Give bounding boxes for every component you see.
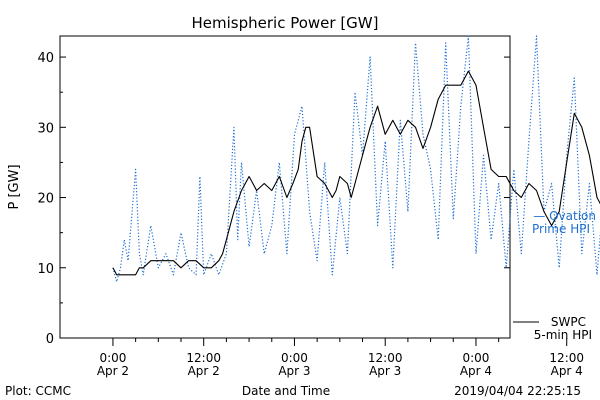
x-tick-time-label: 12:00 bbox=[368, 351, 403, 365]
series-swpc-5min-hpi bbox=[112, 70, 600, 276]
x-tick-date-label: Apr 2 bbox=[97, 364, 129, 378]
series-ovation-prime-hpi bbox=[112, 35, 600, 283]
footer-plot-credit: Plot: CCMC bbox=[5, 384, 71, 398]
x-tick-date-label: Apr 4 bbox=[551, 364, 583, 378]
y-tick-label: 20 bbox=[37, 192, 54, 207]
x-tick-time-label: 0:00 bbox=[99, 351, 126, 365]
chart-title: Hemispheric Power [GW] bbox=[192, 14, 379, 32]
plot-frame bbox=[59, 35, 511, 339]
y-axis: 0 10 20 30 40 bbox=[37, 51, 510, 347]
legend-swpc-line-1: SWPC bbox=[551, 315, 586, 329]
x-axis-label: Date and Time bbox=[242, 384, 330, 398]
y-tick-label: 40 bbox=[37, 51, 54, 66]
x-tick-time-label: 0:00 bbox=[462, 351, 489, 365]
footer-timestamp: 2019/04/04 22:25:15 bbox=[454, 384, 581, 398]
x-tick-date-label: Apr 2 bbox=[188, 364, 220, 378]
x-tick-date-label: Apr 4 bbox=[460, 364, 492, 378]
y-tick-label: 30 bbox=[37, 121, 54, 136]
y-axis-label: P [GW] bbox=[7, 164, 22, 209]
y-tick-label: 0 bbox=[46, 332, 54, 347]
legend-swpc-line-2: 5-min HPI bbox=[534, 328, 592, 342]
x-tick-date-label: Apr 3 bbox=[369, 364, 401, 378]
ovation-prime-line bbox=[112, 35, 600, 283]
x-tick-time-label: 12:00 bbox=[186, 351, 221, 365]
legend-ovation-line-1: — Ovation bbox=[533, 209, 596, 223]
x-tick-time-label: 0:00 bbox=[281, 351, 308, 365]
x-tick-time-label: 12:00 bbox=[549, 351, 584, 365]
legend-ovation-line-2: Prime HPI bbox=[532, 222, 590, 236]
swpc-hpi-line bbox=[112, 70, 600, 276]
legend-swpc: SWPC 5-min HPI bbox=[513, 315, 592, 342]
legend-ovation: — Ovation Prime HPI bbox=[532, 209, 596, 236]
y-tick-label: 10 bbox=[37, 262, 54, 277]
x-tick-date-label: Apr 3 bbox=[278, 364, 310, 378]
